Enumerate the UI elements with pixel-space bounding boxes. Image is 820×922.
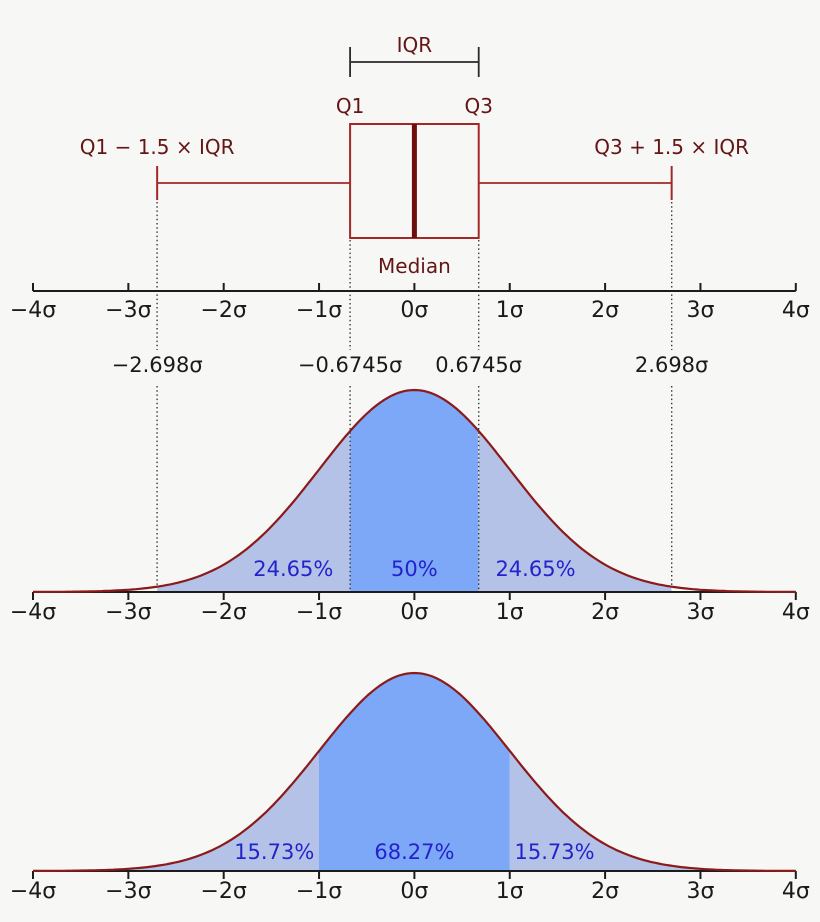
axis1-tick-label: −1σ xyxy=(295,298,343,323)
quartile-region-percent: 24.65% xyxy=(253,557,334,581)
axis1-tick-label: −3σ xyxy=(105,298,152,323)
axis1-tick-label: 0σ xyxy=(400,298,429,323)
stddev-region-percent: 15.73% xyxy=(514,840,595,864)
axis3-tick-label: −4σ xyxy=(9,879,57,904)
axis2-tick-label: 1σ xyxy=(495,600,524,625)
quartile-value-label: −0.6745σ xyxy=(297,353,403,377)
pdf-stddev-regions xyxy=(33,673,796,871)
pdf-region-light xyxy=(157,431,351,592)
axis3-tick-label: −3σ xyxy=(105,879,152,904)
dotted-guides xyxy=(156,202,673,592)
axis3-tick-label: 1σ xyxy=(495,879,524,904)
axis1-tick-label: −2σ xyxy=(200,298,247,323)
upper-fence-label: Q3 + 1.5 × IQR xyxy=(594,135,750,159)
stddev-region-percent: 15.73% xyxy=(234,840,315,864)
quartile-region-percent: 24.65% xyxy=(495,557,576,581)
normal-curve-quartiles xyxy=(33,388,796,593)
quartile-value-label: 2.698σ xyxy=(634,353,709,377)
axis2-tick-label: 3σ xyxy=(686,600,715,625)
axis2-tick-label: 0σ xyxy=(400,600,429,625)
axis3-tick-label: −2σ xyxy=(200,879,247,904)
axis2-tick-label: −1σ xyxy=(295,600,343,625)
pdf-region-bright xyxy=(350,390,479,592)
axis3-tick-label: 2σ xyxy=(591,879,620,904)
sigma-axis-top xyxy=(32,283,797,292)
axis3-tick-label: 4σ xyxy=(781,879,810,904)
axis1-tick-label: −4σ xyxy=(9,298,57,323)
axis2-tick-label: 4σ xyxy=(781,600,810,625)
sigma-axis-bottom xyxy=(32,870,797,879)
normal-curve-stddev xyxy=(33,671,796,872)
lower-fence-label: Q1 − 1.5 × IQR xyxy=(79,135,235,159)
axis1-tick-label: 4σ xyxy=(781,298,810,323)
pdf-region-light xyxy=(478,431,672,592)
iqr-label: IQR xyxy=(396,33,433,57)
axis1-tick-label: 3σ xyxy=(686,298,715,323)
pdf-region-bright xyxy=(319,673,510,871)
pdf-region-light xyxy=(509,750,796,871)
q3-label: Q3 xyxy=(464,94,493,118)
axis2-tick-label: 2σ xyxy=(591,600,620,625)
quartile-region-percent: 50% xyxy=(391,557,438,581)
axis3-tick-label: 3σ xyxy=(686,879,715,904)
axis2-tick-label: −3σ xyxy=(105,600,152,625)
boxplot-graphics xyxy=(156,47,673,239)
quartile-value-label: −2.698σ xyxy=(111,353,203,377)
quartile-value-label: 0.6745σ xyxy=(435,353,523,377)
sigma-axis-middle xyxy=(32,591,797,600)
axis1-tick-label: 2σ xyxy=(591,298,620,323)
axis2-tick-label: −2σ xyxy=(200,600,247,625)
q1-label: Q1 xyxy=(335,94,365,118)
axis1-tick-label: 1σ xyxy=(495,298,524,323)
stddev-region-percent: 68.27% xyxy=(374,840,455,864)
axis3-tick-label: −1σ xyxy=(295,879,343,904)
pdf-region-light xyxy=(33,750,320,871)
pdf-quartile-regions xyxy=(157,390,672,592)
axis2-tick-label: −4σ xyxy=(9,600,57,625)
median-label: Median xyxy=(378,254,451,278)
axis3-tick-label: 0σ xyxy=(400,879,429,904)
